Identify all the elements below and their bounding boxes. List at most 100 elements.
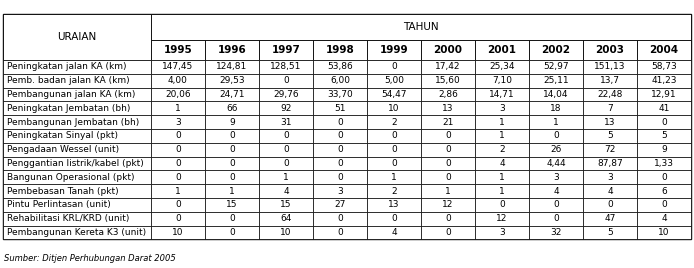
Bar — [529, 157, 583, 170]
Bar — [637, 184, 691, 198]
Text: 6: 6 — [661, 187, 667, 196]
Text: 2003: 2003 — [595, 45, 625, 55]
Text: 1: 1 — [445, 187, 451, 196]
Text: 47: 47 — [604, 214, 616, 223]
Bar — [421, 60, 475, 74]
Text: Rehabilitasi KRL/KRD (unit): Rehabilitasi KRL/KRD (unit) — [7, 214, 129, 223]
Bar — [205, 170, 259, 184]
Text: 0: 0 — [175, 159, 181, 168]
Text: 27: 27 — [335, 200, 346, 209]
Text: 0: 0 — [445, 131, 451, 140]
Text: 10: 10 — [172, 228, 184, 237]
Text: 72: 72 — [604, 145, 616, 154]
Text: 151,13: 151,13 — [594, 62, 626, 71]
Bar — [3, 74, 151, 88]
Bar — [205, 101, 259, 115]
Text: 2: 2 — [499, 145, 505, 154]
Bar — [583, 184, 637, 198]
Bar — [637, 198, 691, 212]
Text: 4: 4 — [283, 187, 289, 196]
Text: 24,71: 24,71 — [219, 90, 245, 99]
Text: 0: 0 — [553, 214, 559, 223]
Text: 10: 10 — [658, 228, 670, 237]
Bar — [583, 60, 637, 74]
Text: 1: 1 — [499, 131, 505, 140]
Bar — [583, 88, 637, 101]
Bar — [205, 88, 259, 101]
Bar — [313, 74, 367, 88]
Bar — [583, 40, 637, 60]
Text: 4: 4 — [499, 159, 505, 168]
Text: 4: 4 — [661, 214, 667, 223]
Text: 4,44: 4,44 — [546, 159, 566, 168]
Bar — [313, 184, 367, 198]
Bar — [475, 115, 529, 129]
Text: Pembangunan Kereta K3 (unit): Pembangunan Kereta K3 (unit) — [7, 228, 146, 237]
Text: 7,10: 7,10 — [492, 76, 512, 85]
Text: 0: 0 — [391, 145, 397, 154]
Bar — [421, 88, 475, 101]
Bar — [367, 101, 421, 115]
Text: 3: 3 — [553, 173, 559, 182]
Bar — [313, 226, 367, 239]
Text: 147,45: 147,45 — [162, 62, 194, 71]
Bar — [259, 115, 313, 129]
Bar — [583, 198, 637, 212]
Bar — [529, 115, 583, 129]
Bar — [151, 226, 205, 239]
Bar — [583, 101, 637, 115]
Bar — [151, 74, 205, 88]
Text: 0: 0 — [553, 131, 559, 140]
Bar — [475, 129, 529, 143]
Bar — [367, 157, 421, 170]
Text: 0: 0 — [175, 214, 181, 223]
Text: 0: 0 — [391, 131, 397, 140]
Bar — [3, 115, 151, 129]
Bar — [637, 157, 691, 170]
Bar — [367, 115, 421, 129]
Text: 0: 0 — [283, 131, 289, 140]
Text: 0: 0 — [445, 159, 451, 168]
Bar — [3, 212, 151, 226]
Text: 12: 12 — [442, 200, 454, 209]
Bar — [259, 184, 313, 198]
Bar — [421, 226, 475, 239]
Text: TAHUN: TAHUN — [403, 22, 439, 32]
Bar — [475, 198, 529, 212]
Text: Pemb. badan jalan KA (km): Pemb. badan jalan KA (km) — [7, 76, 130, 85]
Text: 0: 0 — [175, 173, 181, 182]
Text: 0: 0 — [337, 214, 343, 223]
Text: 41,23: 41,23 — [651, 76, 677, 85]
Bar — [151, 40, 205, 60]
Text: 1: 1 — [391, 173, 397, 182]
Text: 53,86: 53,86 — [327, 62, 353, 71]
Text: 10: 10 — [280, 228, 291, 237]
Bar — [583, 226, 637, 239]
Bar — [421, 115, 475, 129]
Text: 31: 31 — [280, 118, 291, 126]
Text: 2: 2 — [391, 187, 397, 196]
Text: 1998: 1998 — [325, 45, 355, 55]
Text: Pembangunan Jembatan (bh): Pembangunan Jembatan (bh) — [7, 118, 139, 126]
Bar — [637, 226, 691, 239]
Text: Peningkatan Jembatan (bh): Peningkatan Jembatan (bh) — [7, 104, 130, 113]
Text: 0: 0 — [553, 200, 559, 209]
Bar — [367, 170, 421, 184]
Text: Bangunan Operasional (pkt): Bangunan Operasional (pkt) — [7, 173, 135, 182]
Text: 3: 3 — [337, 187, 343, 196]
Text: 22,48: 22,48 — [598, 90, 623, 99]
Bar — [259, 74, 313, 88]
Bar — [367, 226, 421, 239]
Text: 0: 0 — [229, 173, 235, 182]
Bar — [637, 115, 691, 129]
Text: 0: 0 — [661, 173, 667, 182]
Bar — [529, 170, 583, 184]
Bar — [3, 101, 151, 115]
Text: 3: 3 — [607, 173, 613, 182]
Bar — [637, 88, 691, 101]
Text: 1: 1 — [499, 187, 505, 196]
Bar — [475, 88, 529, 101]
Text: 13: 13 — [388, 200, 400, 209]
Bar — [583, 170, 637, 184]
Bar — [367, 129, 421, 143]
